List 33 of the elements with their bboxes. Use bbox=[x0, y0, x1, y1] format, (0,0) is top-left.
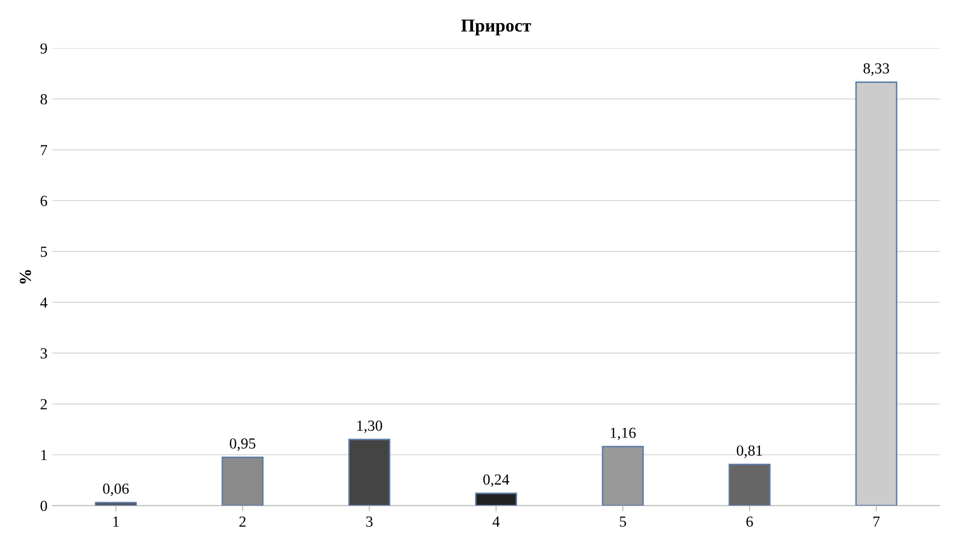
bar bbox=[348, 438, 390, 506]
x-tick-label: 6 bbox=[746, 516, 753, 527]
y-axis-title: % bbox=[20, 270, 32, 284]
y-tick-label: 7 bbox=[40, 145, 48, 156]
y-tick-label: 6 bbox=[40, 196, 48, 206]
y-tick-label: 4 bbox=[40, 298, 48, 308]
y-tick-label: 2 bbox=[40, 399, 47, 410]
chart-title: Прирост bbox=[461, 20, 532, 36]
x-tick-label: 5 bbox=[620, 516, 626, 527]
bar bbox=[602, 446, 644, 506]
y-tick-label: 3 bbox=[40, 348, 48, 359]
y-tick-label: 8 bbox=[40, 94, 48, 104]
bar bbox=[94, 502, 137, 506]
y-tick-label: 1 bbox=[41, 450, 47, 460]
data-label: 1,16 bbox=[610, 428, 636, 440]
bar bbox=[855, 82, 898, 506]
x-tick-label: 3 bbox=[366, 516, 373, 527]
bar bbox=[728, 464, 771, 506]
y-tick-label: 9 bbox=[40, 43, 47, 54]
bar bbox=[475, 492, 518, 506]
x-tick-label: 4 bbox=[492, 516, 500, 527]
data-label: 0,95 bbox=[230, 438, 256, 451]
data-label: 8,33 bbox=[864, 63, 890, 76]
x-tick-label: 2 bbox=[239, 516, 246, 527]
x-tick-label: 1 bbox=[113, 516, 119, 527]
data-label: 0,81 bbox=[736, 445, 762, 458]
x-tick-label: 7 bbox=[874, 516, 880, 527]
data-label: 0,24 bbox=[483, 474, 510, 487]
bar bbox=[222, 456, 264, 506]
data-label: 1,30 bbox=[357, 420, 382, 434]
y-tick-label: 5 bbox=[40, 246, 48, 257]
y-tick-label: 0 bbox=[40, 500, 48, 512]
data-label: 0,06 bbox=[103, 484, 129, 496]
